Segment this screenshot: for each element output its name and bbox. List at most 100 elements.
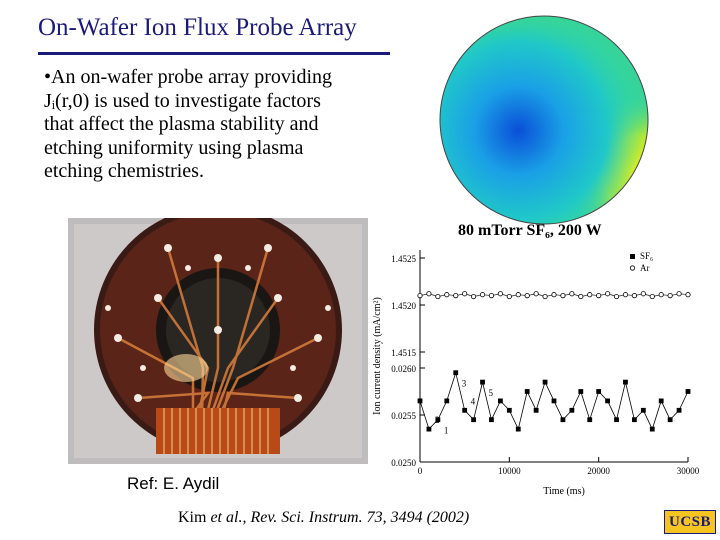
x-axis-label: Time (ms): [543, 486, 585, 497]
ar-data-point: [506, 293, 512, 300]
citation-volume: 73, 3494 (2002): [362, 509, 470, 526]
sf6-data-point: [426, 426, 432, 432]
y-tick-label: 1.4525: [391, 254, 416, 264]
ar-data-point: [685, 292, 691, 298]
sf6-data-point: [444, 398, 450, 404]
sf6-data-point: [614, 417, 619, 423]
sf6-data-point: [524, 389, 530, 394]
ar-data-point: [560, 292, 566, 299]
sf6-data-point: [489, 417, 494, 423]
bullet-line: •An on-wafer probe array providing: [44, 66, 333, 88]
ion-flux-wafer-map: [439, 15, 649, 225]
ar-data-point: [426, 291, 432, 297]
sf6-data-point: [632, 417, 637, 423]
citation-journal: et al., Rev. Sci. Instrum.: [210, 509, 363, 526]
sf6-data-point: [640, 407, 646, 413]
sf6-data-point: [560, 417, 566, 423]
ar-data-point: [479, 292, 486, 298]
sf6-data-point: [542, 379, 548, 385]
point-annotation: 2: [435, 415, 440, 425]
ar-data-point: [471, 293, 477, 300]
ar-data-point: [551, 292, 557, 298]
logo-text: UCSB: [668, 513, 711, 530]
point-annotation: 5: [489, 388, 494, 398]
legend-label-sf6: SF₆: [640, 251, 653, 261]
ar-data-point: [524, 292, 530, 299]
citation: Kim et al., Rev. Sci. Instrum. 73, 3494 …: [178, 509, 469, 527]
y-axis-label: Ion current density (mA/cm²): [372, 297, 383, 415]
point-annotation: 4: [471, 396, 476, 406]
x-tick-label: 20000: [587, 466, 610, 476]
sf6-data-point: [569, 407, 575, 413]
sf6-data-point: [587, 417, 593, 423]
y-tick-label: 0.0260: [391, 364, 416, 374]
bullet-line: that affect the plasma stability and: [44, 113, 319, 135]
bullet-text: •An on-wafer probe array providing Jᵢ(r,…: [44, 66, 414, 184]
sf6-data-point: [506, 407, 512, 413]
slide-title: On-Wafer Ion Flux Probe Array: [38, 14, 357, 41]
sf6-data-point: [623, 379, 628, 385]
ar-data-point: [649, 293, 655, 300]
ar-data-point: [578, 293, 584, 300]
y-tick-label: 0.0250: [391, 458, 416, 468]
legend-marker-sf6: [630, 254, 635, 259]
ar-data-point: [605, 291, 611, 297]
sf6-data-point: [658, 398, 664, 404]
ar-data-point: [515, 292, 521, 298]
ar-data-point: [658, 292, 664, 298]
chart-heading: 80 mTorr SF₆, 200 W: [458, 222, 602, 239]
sf6-data-point: [515, 426, 521, 432]
ar-data-point: [667, 292, 673, 299]
y-tick-label: 1.4520: [391, 301, 416, 311]
sf6-data-point: [453, 370, 459, 376]
sf6-data-point: [605, 398, 610, 404]
sf6-data-point: [435, 417, 441, 423]
ar-data-point: [488, 292, 495, 299]
title-underline: [38, 52, 390, 55]
probe-array-photo: [68, 218, 368, 464]
sf6-data-point: [498, 398, 503, 404]
bullet-line: etching uniformity using plasma: [44, 136, 304, 159]
ar-data-point: [453, 292, 459, 299]
sf6-data-point: [596, 389, 602, 394]
x-tick-label: 30000: [677, 466, 700, 476]
sf6-data-point: [471, 417, 476, 423]
ar-data-point: [533, 291, 539, 297]
y-tick-label: 0.0255: [391, 411, 416, 421]
ar-data-point: [435, 293, 441, 300]
reference-credit: Ref: E. Aydil: [127, 474, 220, 493]
ar-data-point: [444, 292, 450, 298]
sf6-data-point: [480, 379, 485, 385]
ar-data-point: [569, 291, 575, 297]
legend-label-ar: Ar: [640, 263, 650, 273]
ar-data-point: [676, 291, 682, 297]
sf6-data-point: [551, 398, 557, 404]
point-annotation: 3: [462, 379, 467, 389]
x-tick-label: 0: [418, 466, 423, 476]
ar-data-point: [497, 291, 503, 297]
ar-data-point: [417, 292, 423, 299]
sf6-data-point: [676, 407, 682, 413]
ar-data-point: [613, 293, 620, 300]
sf6-data-point: [649, 426, 655, 432]
sf6-data-point: [533, 407, 539, 413]
sf6-data-point: [417, 398, 423, 404]
ar-data-point: [542, 293, 548, 300]
bullet-line: Jᵢ(r,0) is used to investigate factors: [44, 89, 321, 112]
sf6-data-point: [578, 389, 584, 394]
y-tick-label: 1.4515: [391, 348, 416, 358]
ar-data-point: [462, 291, 468, 297]
x-tick-label: 10000: [498, 466, 521, 476]
sf6-data-point: [667, 417, 673, 423]
bullet-line: etching chemistries.: [44, 160, 204, 182]
ar-data-point: [596, 292, 602, 299]
ar-data-point: [622, 292, 629, 298]
ar-data-point: [587, 292, 593, 298]
ar-data-point: [631, 292, 637, 299]
legend-marker-ar: [629, 265, 636, 271]
sf6-data-point: [685, 389, 691, 394]
ucsb-logo: UCSB: [664, 510, 716, 534]
citation-authors: Kim: [178, 509, 211, 526]
sf6-data-point: [462, 407, 468, 413]
